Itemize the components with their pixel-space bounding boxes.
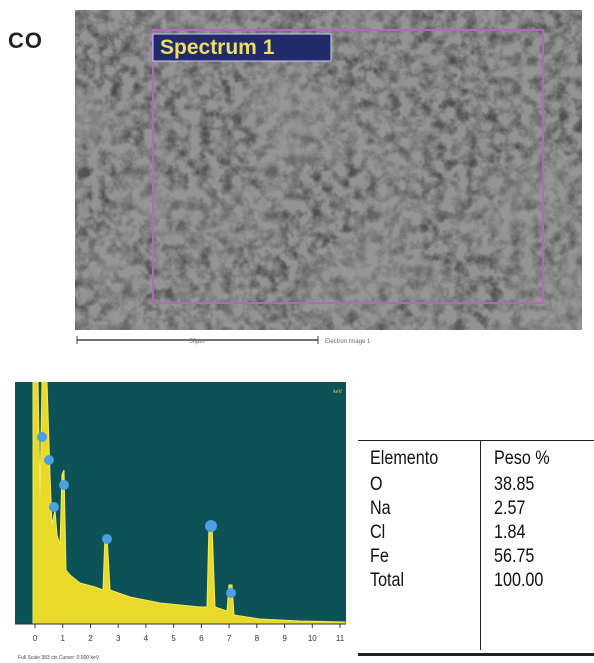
spectrum-panel: keV Full Scale 383 cts Cursor: 0.000 keV… bbox=[0, 375, 355, 663]
element-name: Na bbox=[370, 498, 391, 520]
spectrum-footer: Full Scale 383 cts Cursor: 0.000 keV bbox=[18, 655, 100, 661]
x-tick-label: 5 bbox=[171, 634, 176, 643]
table-header: Elemento bbox=[370, 448, 438, 470]
composition-table: Elemento Peso % O 38.85 Na 2.57 Cl 1.84 Fe 56.75 T… bbox=[358, 438, 594, 656]
x-tick-label: 9 bbox=[282, 634, 287, 643]
weight-value: 38.85 bbox=[494, 474, 534, 496]
peak-marker bbox=[59, 480, 69, 490]
x-tick-label: 6 bbox=[199, 634, 204, 643]
element-name: Total bbox=[370, 570, 404, 592]
weight-value: 56.75 bbox=[494, 546, 534, 568]
element-name: Fe bbox=[370, 546, 389, 568]
x-tick-label: 8 bbox=[255, 634, 260, 643]
figure: CO Spectrum 1 50µm Electron Image 1 bbox=[0, 0, 594, 663]
table-header: Peso % bbox=[494, 448, 550, 470]
peak-marker bbox=[44, 455, 54, 465]
corner-label: keV bbox=[333, 389, 342, 395]
x-tick-label: 11 bbox=[336, 634, 345, 643]
peak-marker bbox=[102, 534, 112, 544]
x-tick-label: 3 bbox=[116, 634, 121, 643]
weight-value: 2.57 bbox=[494, 498, 525, 520]
weight-value: 100.00 bbox=[494, 570, 543, 592]
x-tick-label: 4 bbox=[144, 634, 149, 643]
peak-marker bbox=[226, 588, 236, 598]
x-tick-label: 2 bbox=[88, 634, 93, 643]
table-rule-bottom bbox=[358, 653, 594, 656]
peak-marker bbox=[37, 432, 47, 442]
x-tick-label: 1 bbox=[61, 634, 66, 643]
weight-value: 1.84 bbox=[494, 522, 525, 544]
table-rule-top bbox=[358, 440, 594, 441]
element-name: Cl bbox=[370, 522, 385, 544]
x-tick-label: 7 bbox=[227, 634, 232, 643]
x-tick-label: 10 bbox=[308, 634, 317, 643]
region-label: Spectrum 1 bbox=[160, 36, 275, 59]
image-caption: Electron Image 1 bbox=[325, 339, 371, 345]
peak-marker bbox=[49, 502, 59, 512]
scale-bar-label: 50µm bbox=[189, 339, 204, 345]
sem-panel: Spectrum 1 50µm Electron Image 1 bbox=[0, 0, 594, 380]
peak-marker bbox=[205, 520, 217, 532]
table-divider bbox=[480, 440, 481, 650]
x-tick-label: 0 bbox=[33, 634, 38, 643]
element-name: O bbox=[370, 474, 383, 496]
